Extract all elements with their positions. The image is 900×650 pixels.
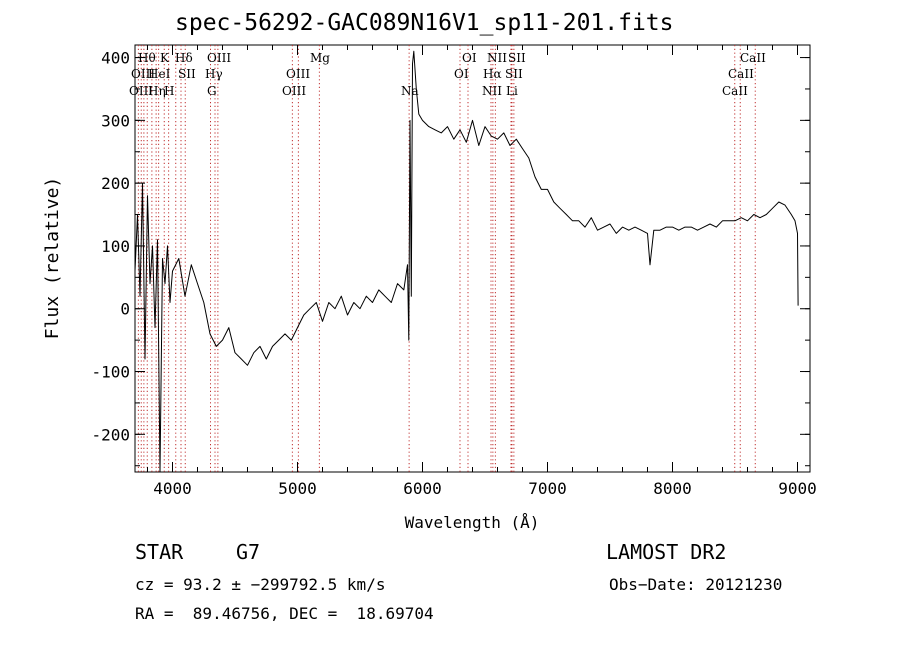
line-label: NII: [482, 84, 502, 98]
object-class: STAR: [135, 540, 184, 564]
x-tick-label: 5000: [278, 479, 317, 498]
line-label: OI: [462, 51, 477, 65]
line-label: HeI: [148, 67, 171, 81]
y-tick-label: -100: [91, 363, 130, 382]
line-label: K: [160, 51, 170, 65]
y-axis-label: Flux (relative): [42, 177, 63, 340]
line-label: NII: [487, 51, 507, 65]
line-label: Hη: [148, 84, 166, 98]
x-tick-label: 4000: [153, 479, 192, 498]
line-label: Hα: [483, 67, 502, 81]
x-tick-label: 7000: [528, 479, 567, 498]
line-label: OI: [454, 67, 469, 81]
x-axis-label: Wavelength (Å): [405, 513, 540, 532]
y-axis-ticks: -200 -100 0 100 200 300 400: [91, 49, 810, 467]
line-label: Mg: [310, 51, 330, 65]
line-label: Hδ: [175, 51, 193, 65]
spectrum-series: [134, 50, 799, 473]
line-label: Hγ: [205, 67, 223, 81]
line-label: CaII: [722, 84, 748, 98]
line-label: H: [164, 84, 174, 98]
y-tick-label: -200: [91, 425, 130, 444]
x-tick-label: 9000: [778, 479, 817, 498]
line-label: SII: [178, 67, 196, 81]
line-label: G: [207, 84, 217, 98]
spectral-line-markers: [137, 45, 756, 472]
x-tick-label: 8000: [653, 479, 692, 498]
line-label: Li: [506, 84, 518, 98]
observation-date: Obs−Date: 20121230: [609, 575, 783, 594]
line-label: CaII: [728, 67, 754, 81]
coordinates: RA = 89.46756, DEC = 18.69704: [135, 604, 434, 623]
redshift-velocity: cz = 93.2 ± −299792.5 km/s: [135, 575, 386, 594]
chart-title: spec-56292-GAC089N16V1_sp11-201.fits: [175, 10, 674, 36]
object-subclass: G7: [236, 540, 261, 564]
y-tick-label: 100: [101, 237, 130, 256]
line-label: Na: [401, 84, 419, 98]
line-label: OIII: [207, 51, 231, 65]
line-label: SII: [505, 67, 523, 81]
line-label: CaII: [740, 51, 766, 65]
line-label: OIII: [286, 67, 310, 81]
line-labels: Hθ K Hδ OIII Mg OI NII SII CaII OIII HeI…: [129, 51, 766, 98]
line-label: SII: [508, 51, 526, 65]
y-tick-label: 400: [101, 49, 130, 68]
line-label: OIII: [282, 84, 306, 98]
survey-name: LAMOST DR2: [606, 540, 727, 564]
y-tick-label: 0: [120, 300, 130, 319]
line-label: Hθ: [138, 51, 156, 65]
line-label: OIII: [129, 84, 153, 98]
spectrum-line: [134, 50, 799, 473]
y-tick-label: 200: [101, 174, 130, 193]
line-label: OIII: [131, 67, 155, 81]
plot-frame: [134, 44, 811, 473]
x-axis-ticks: 4000 5000 6000 7000 8000 9000: [147, 45, 817, 498]
y-tick-label: 300: [101, 111, 130, 130]
x-tick-label: 6000: [403, 479, 442, 498]
